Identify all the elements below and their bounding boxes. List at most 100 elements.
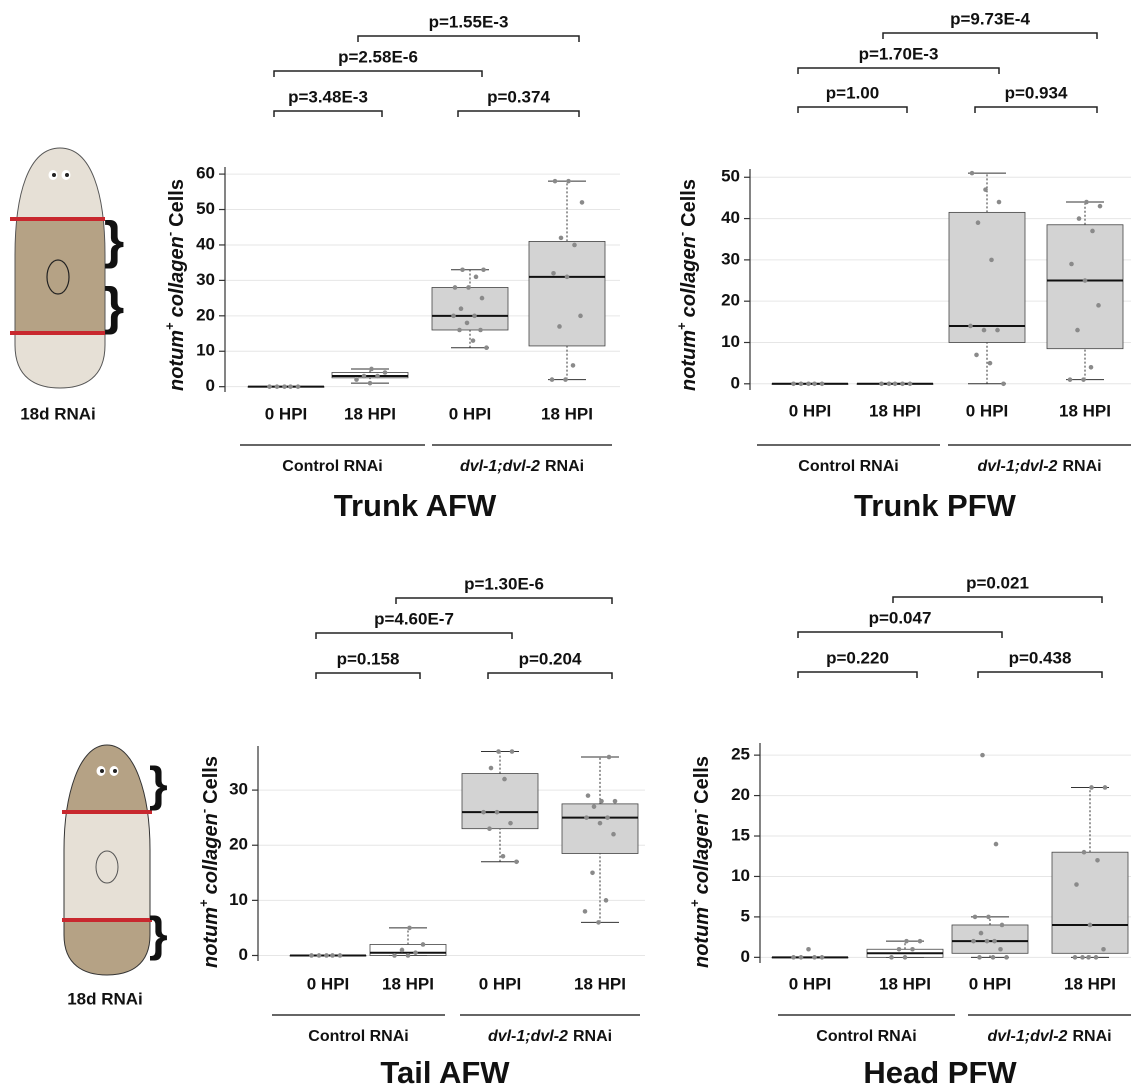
data-point xyxy=(892,381,898,387)
data-point xyxy=(464,320,470,326)
data-point xyxy=(369,366,374,372)
data-point xyxy=(1076,216,1082,221)
y-axis-label-part: Cells xyxy=(166,179,188,227)
y-tick-label: 25 xyxy=(731,745,750,764)
y-axis-label-part: notum xyxy=(166,330,188,391)
planarian-diagram-top: } } 18d RNAi xyxy=(10,147,124,423)
y-axis-label: notum+ collagen- Cells xyxy=(196,756,222,968)
box xyxy=(431,287,509,331)
y-axis-label: notum+ collagen- Cells xyxy=(687,756,713,968)
svg-text:}: } xyxy=(149,759,168,812)
data-point xyxy=(549,377,555,382)
group-label: Control RNAi xyxy=(798,458,898,475)
significance-bracket xyxy=(487,672,613,679)
y-tick-label: 50 xyxy=(721,167,740,186)
group-label-text: RNAi xyxy=(573,1028,612,1045)
data-point xyxy=(889,955,894,960)
data-point xyxy=(458,306,464,312)
data-point xyxy=(460,267,465,273)
data-point xyxy=(473,274,479,280)
data-point xyxy=(509,749,515,754)
data-point xyxy=(282,384,287,389)
data-point xyxy=(969,170,975,176)
group-label: dvl-1;dvl-2 RNAi xyxy=(488,1028,612,1045)
y-axis-label-part: Cells xyxy=(678,179,700,227)
data-point xyxy=(1001,381,1006,387)
x-tick-label: 18 HPI xyxy=(1064,974,1116,993)
y-tick-label: 10 xyxy=(731,866,750,885)
p-value-label: p=0.374 xyxy=(487,87,550,106)
data-point xyxy=(392,953,397,958)
data-point xyxy=(564,274,570,280)
data-point xyxy=(457,327,462,333)
box-plot: 0 10 20 30 40 50 notum+ collagen- Cells 0 HPI 18 H… xyxy=(674,9,1131,523)
significance-bracket xyxy=(357,35,580,42)
data-point xyxy=(995,327,1000,333)
data-point xyxy=(791,955,796,960)
significance-bracket xyxy=(315,632,513,639)
data-point xyxy=(1072,955,1078,960)
data-point xyxy=(612,798,618,804)
data-point xyxy=(551,270,556,276)
x-tick-label: 18 HPI xyxy=(1059,401,1111,420)
y-tick-label: 10 xyxy=(229,890,248,909)
x-tick-label: 0 HPI xyxy=(449,404,492,423)
data-point xyxy=(971,938,976,944)
data-point xyxy=(479,295,485,301)
group-label: Control RNAi xyxy=(282,458,382,475)
y-axis-label-part: - xyxy=(674,232,689,236)
p-value-label: p=1.55E-3 xyxy=(429,12,509,31)
data-point xyxy=(819,955,825,960)
box xyxy=(1046,224,1124,350)
y-axis-label-part: collagen xyxy=(691,813,713,894)
group-label: dvl-1;dvl-2 RNAi xyxy=(460,458,584,475)
group-label-italic: dvl-1;dvl-2 xyxy=(977,458,1057,475)
data-point xyxy=(986,914,991,920)
data-point xyxy=(478,327,483,333)
data-point xyxy=(900,381,905,387)
svg-text:}: } xyxy=(104,278,124,336)
data-point xyxy=(611,831,616,837)
p-value-label: p=0.158 xyxy=(337,649,400,668)
data-point xyxy=(316,953,322,958)
data-point xyxy=(1101,946,1106,952)
p-value-label: p=0.047 xyxy=(869,608,932,627)
data-point xyxy=(806,381,811,387)
x-tick-label: 0 HPI xyxy=(265,404,308,423)
significance-bracket xyxy=(797,106,908,113)
data-point xyxy=(977,955,982,960)
data-point xyxy=(1096,303,1101,308)
data-point xyxy=(1004,955,1009,960)
y-axis-label-part: - xyxy=(162,232,177,236)
data-point xyxy=(798,955,804,960)
x-tick-label: 0 HPI xyxy=(969,974,1012,993)
data-point xyxy=(907,381,913,387)
data-point xyxy=(375,373,380,379)
data-point xyxy=(590,870,595,876)
y-tick-label: 40 xyxy=(196,234,215,253)
data-point xyxy=(500,853,506,859)
group-label-text: Control RNAi xyxy=(798,458,898,475)
group-label-text: Control RNAi xyxy=(816,1028,916,1045)
data-point xyxy=(494,809,500,815)
group-label-text: Control RNAi xyxy=(282,458,382,475)
data-point xyxy=(407,925,412,931)
data-point xyxy=(1086,955,1091,960)
significance-bracket xyxy=(315,672,421,679)
y-axis-label-part: + xyxy=(674,322,689,330)
data-point xyxy=(514,859,519,865)
data-point xyxy=(605,815,610,820)
data-point xyxy=(1069,261,1074,267)
y-tick-label: 10 xyxy=(721,332,740,351)
data-point xyxy=(599,798,604,804)
data-point xyxy=(563,377,568,382)
group-label-text: RNAi xyxy=(545,458,584,475)
y-tick-label: 30 xyxy=(229,780,248,799)
box xyxy=(528,241,606,347)
data-point xyxy=(309,953,314,958)
p-value-label: p=1.70E-3 xyxy=(859,44,939,63)
significance-bracket xyxy=(977,671,1103,678)
group-label-text: Control RNAi xyxy=(308,1028,408,1045)
significance-bracket xyxy=(395,597,613,604)
p-value-label: p=0.438 xyxy=(1009,648,1072,667)
